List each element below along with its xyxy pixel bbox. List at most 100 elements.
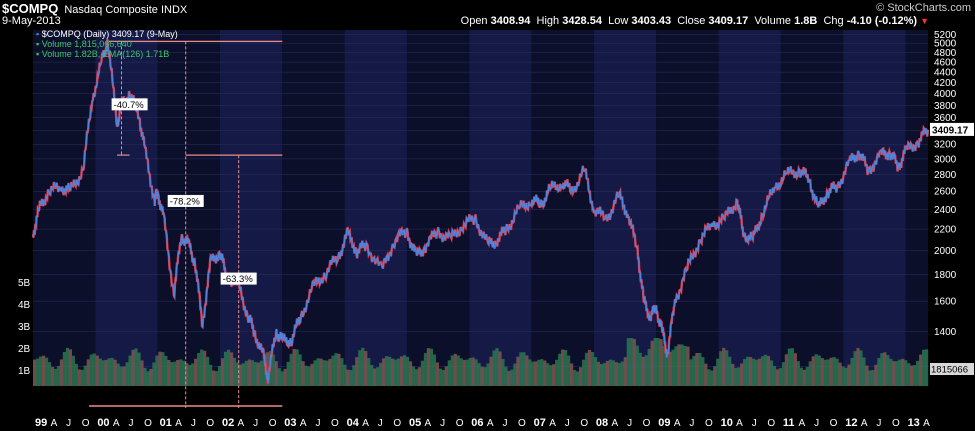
volume-bar <box>262 356 266 386</box>
legend-ema: ▪ Volume 1.82B, EMA(126) 1.71B <box>36 49 169 59</box>
volume-bar <box>77 369 81 386</box>
volume-bar <box>182 360 186 386</box>
volume-bar <box>922 349 926 386</box>
volume-bar <box>910 365 914 386</box>
volume-bar <box>402 355 407 386</box>
volume-bar <box>149 368 153 386</box>
volume-bar <box>35 358 40 386</box>
volume-bar <box>799 367 803 386</box>
volume-bar <box>650 340 654 386</box>
symbol-title: $COMPQ Nasdaq Composite INDX <box>2 1 187 16</box>
date-tick-label: J <box>315 418 320 429</box>
volume-bar <box>572 369 577 386</box>
legend-ema-swatch: ▪ <box>36 49 40 59</box>
volume-bar <box>217 366 222 386</box>
volume-bar <box>486 363 490 386</box>
volume-bar <box>853 351 857 386</box>
open-value: 3408.94 <box>490 15 531 27</box>
volume-bar <box>823 359 827 386</box>
close-value: 3409.17 <box>708 15 749 27</box>
volume-bar <box>274 361 278 386</box>
volume-bar <box>543 360 547 386</box>
volume-bar <box>116 363 120 386</box>
year-band <box>656 30 719 386</box>
volume-bar <box>498 351 502 386</box>
volume-bar <box>408 361 413 386</box>
volume-bar <box>86 359 90 386</box>
date-tick-label: A <box>923 418 930 429</box>
volume-bar <box>280 371 284 386</box>
volume-bar <box>534 361 538 386</box>
volume-bar <box>829 357 833 386</box>
volume-bar <box>456 355 460 386</box>
volume-bar <box>647 348 651 386</box>
volume-bar <box>725 350 729 386</box>
date-tick-label: J <box>814 418 819 429</box>
volume-bar <box>438 368 442 386</box>
volume-bar <box>555 359 559 386</box>
volume-bar <box>44 357 49 386</box>
volume-bar <box>644 355 648 386</box>
volume-bar <box>206 356 210 386</box>
year-band <box>219 30 283 386</box>
date-tick-label: J <box>191 418 196 429</box>
volume-bar <box>107 358 111 386</box>
date-axis: 99 A J O 00 A J O 01 A J O 02 A J O 03 A J O 04 A J O 05 A J O 06 A J O… <box>0 413 975 431</box>
volume-bar <box>298 354 302 386</box>
volume-bar <box>844 367 848 386</box>
volume-bar <box>656 338 660 386</box>
volume-bar <box>578 367 583 386</box>
volume-bar <box>710 370 714 386</box>
volume-bar <box>826 359 830 386</box>
volume-bar <box>137 352 141 386</box>
date-tick-label: 05 <box>409 417 421 429</box>
chart-date: 9-May-2013 <box>2 15 61 27</box>
price-chart[interactable]: -40.7%-78.2%-63.3% 120014001600180020002… <box>0 28 975 431</box>
date-tick-label: 08 <box>596 417 608 429</box>
high-label: High <box>536 15 560 27</box>
date-tick-label: 12 <box>845 417 857 429</box>
date-tick-label: 03 <box>284 417 296 429</box>
volume-bar <box>235 362 240 386</box>
volume-bar <box>83 365 87 386</box>
volume-bar <box>862 357 866 386</box>
volume-bar <box>522 352 526 386</box>
volume-bar <box>835 358 839 386</box>
price-tick-label: 3800 <box>934 101 957 112</box>
date-tick-label: 00 <box>97 417 109 429</box>
date-tick-label: J <box>752 418 757 429</box>
volume-bar <box>325 360 329 386</box>
volume-bar <box>719 351 723 386</box>
volume-bar <box>769 360 774 386</box>
volume-bar <box>635 345 639 386</box>
volume-value: 1.8B <box>794 15 818 27</box>
volume-bar <box>814 354 818 386</box>
volume-bar <box>850 357 854 386</box>
date-tick-label: O <box>518 418 526 429</box>
volume-bar <box>47 362 52 386</box>
volume-bar <box>238 364 243 386</box>
volume-bar <box>352 365 356 386</box>
volume-bar <box>56 366 61 386</box>
volume-bar <box>80 369 84 386</box>
volume-bar <box>859 350 863 386</box>
volume-bar <box>659 339 663 386</box>
drawdown-label: -63.3% <box>223 274 254 285</box>
volume-bar <box>596 361 601 386</box>
volume-bar <box>68 349 72 386</box>
volume-bar <box>549 365 553 386</box>
volume-bar <box>778 368 783 386</box>
volume-bar <box>468 358 472 386</box>
volume-bar <box>379 362 383 386</box>
volume-bar <box>722 347 726 386</box>
volume-bar <box>626 338 630 386</box>
volume-bar <box>749 357 753 386</box>
volume-bar <box>355 357 359 386</box>
high-value: 3428.54 <box>562 15 602 27</box>
drawdown-label-box <box>220 272 257 285</box>
volume-bar <box>62 352 67 386</box>
volume-bar <box>695 353 699 386</box>
price-tick-label: 3000 <box>934 154 957 165</box>
low-value: 3403.43 <box>631 15 672 27</box>
